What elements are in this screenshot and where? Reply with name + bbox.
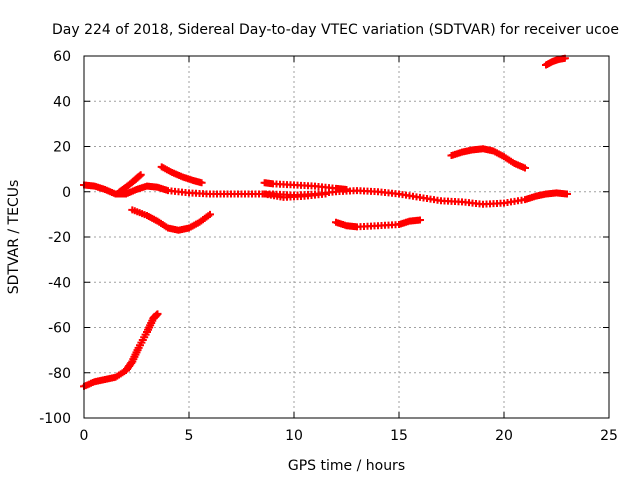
x-tick-label: 20 xyxy=(495,428,513,444)
y-tick-label: -100 xyxy=(39,411,71,427)
series-arc-2 xyxy=(115,171,145,196)
data-point xyxy=(342,185,351,193)
data-point xyxy=(521,164,529,172)
series-arc-4 xyxy=(157,163,206,187)
series-arc-7 xyxy=(260,190,330,201)
x-tick-label: 15 xyxy=(390,428,408,444)
x-axis-label: GPS time / hours xyxy=(288,458,405,474)
axis-ticks: 0 5 10 15 20 25 -100 -80 -60 -40 -20 0 20 40 60 xyxy=(39,49,618,444)
y-tick-label: -20 xyxy=(48,230,71,246)
x-tick-label: 0 xyxy=(80,428,89,444)
data-point xyxy=(206,210,214,218)
data-points xyxy=(80,54,571,390)
y-tick-label: 20 xyxy=(53,140,71,156)
data-point xyxy=(321,190,330,198)
y-axis-label: SDTVAR / TECUs xyxy=(6,180,22,295)
y-tick-label: -40 xyxy=(48,275,71,291)
x-tick-label: 10 xyxy=(285,428,303,444)
y-tick-label: -60 xyxy=(48,321,71,337)
x-tick-label: 25 xyxy=(600,428,618,444)
series-arc-3 xyxy=(128,206,214,234)
series-arc-8 xyxy=(332,216,424,231)
series-arc-5 xyxy=(80,310,162,390)
chart-title: Day 224 of 2018, Sidereal Day-to-day VTE… xyxy=(52,22,619,38)
series-arc-6 xyxy=(260,179,351,193)
data-point xyxy=(136,171,145,179)
x-tick-label: 5 xyxy=(185,428,194,444)
data-point xyxy=(563,190,571,198)
y-tick-label: -80 xyxy=(48,366,71,382)
y-tick-label: 40 xyxy=(53,94,71,110)
series-arc-10 xyxy=(542,54,569,69)
data-point xyxy=(197,179,206,187)
y-tick-label: 0 xyxy=(62,185,71,201)
data-point xyxy=(153,310,162,318)
data-point xyxy=(416,216,424,224)
y-tick-label: 60 xyxy=(53,49,71,65)
series-arc-9 xyxy=(447,145,529,172)
grid-lines xyxy=(84,56,609,418)
